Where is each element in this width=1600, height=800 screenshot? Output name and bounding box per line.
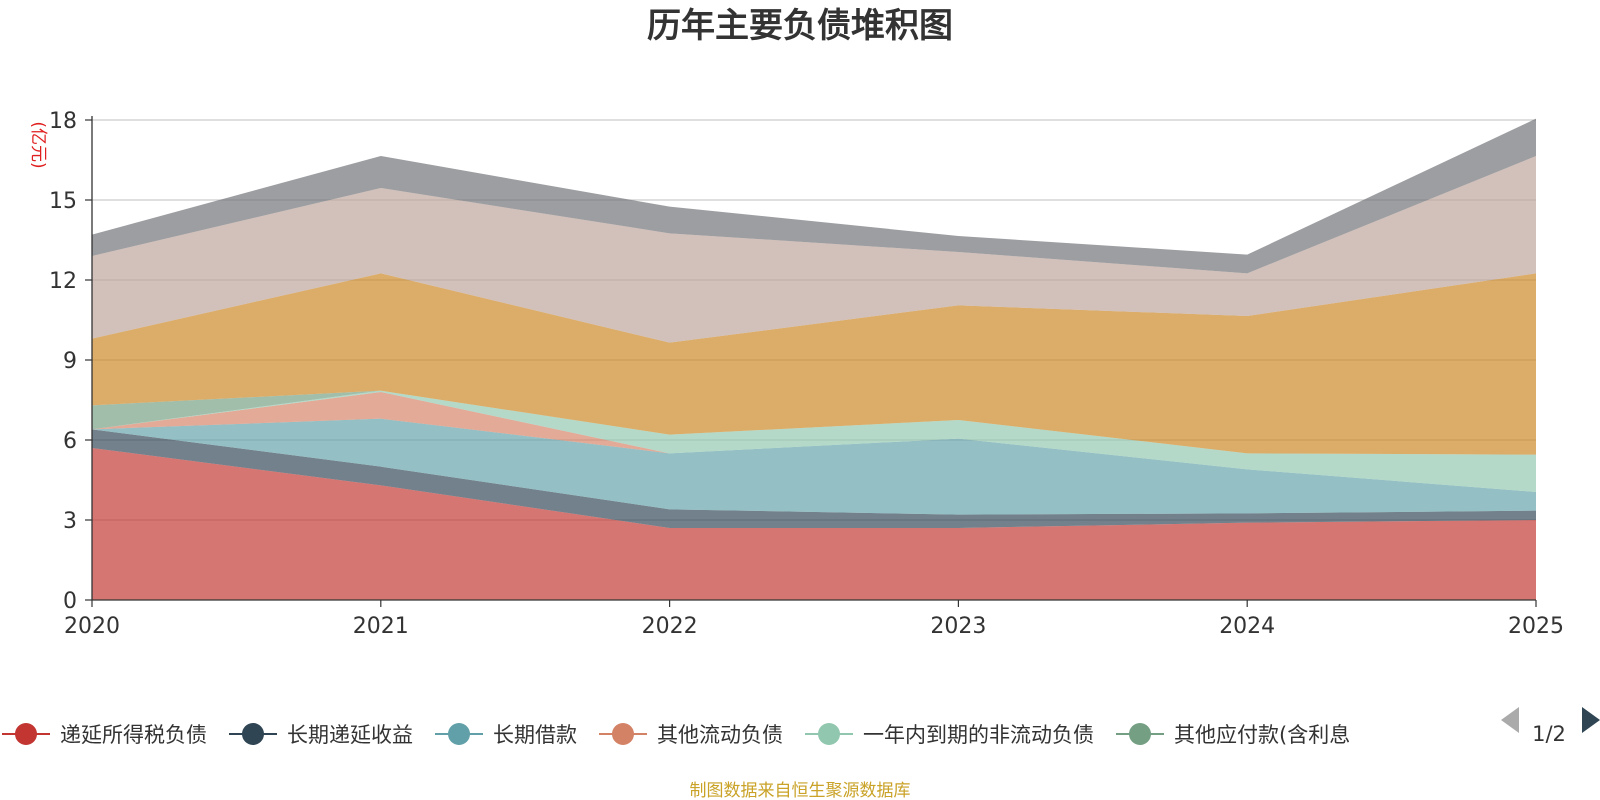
legend-pager[interactable]: 1/2 — [1501, 707, 1600, 746]
legend-item[interactable]: 一年内到期的非流动负债 — [805, 723, 1094, 747]
x-tick-label: 2023 — [930, 614, 986, 639]
x-tick-label: 2022 — [642, 614, 698, 639]
area-series — [92, 448, 1536, 600]
x-tick-label: 2021 — [353, 614, 409, 639]
legend-marker-icon — [1129, 723, 1151, 745]
legend-page-indicator: 1/2 — [1532, 722, 1566, 746]
y-tick-label: 6 — [63, 429, 77, 454]
legend-label: 其他应付款(含利息 — [1174, 723, 1350, 747]
y-tick-label: 3 — [63, 509, 77, 534]
y-tick-label: 15 — [49, 189, 77, 214]
legend-next-page-icon[interactable] — [1582, 707, 1600, 733]
legend-marker-icon — [612, 723, 634, 745]
x-tick-label: 2020 — [64, 614, 120, 639]
legend-label: 长期借款 — [493, 723, 577, 747]
legend-prev-page-icon[interactable] — [1501, 707, 1519, 733]
area-series — [92, 273, 1536, 455]
legend-marker-icon — [242, 723, 264, 745]
legend-label: 递延所得税负债 — [60, 723, 207, 747]
legend-item[interactable]: 长期递延收益 — [229, 723, 413, 747]
source-note: 制图数据来自恒生聚源数据库 — [690, 781, 911, 800]
y-axis-unit-label: (亿元) — [28, 121, 48, 168]
area-series — [92, 418, 1536, 515]
legend-label: 其他流动负债 — [657, 723, 783, 747]
area-series — [92, 392, 1536, 492]
legend-item[interactable]: 其他流动负债 — [599, 723, 783, 747]
y-tick-label: 18 — [49, 109, 77, 134]
y-tick-label: 9 — [63, 349, 77, 374]
area-series — [92, 429, 1536, 528]
area-series — [92, 156, 1536, 343]
area-series — [92, 118, 1536, 274]
y-tick-label: 12 — [49, 269, 77, 294]
legend-item[interactable]: 其他应付款(含利息 — [1116, 723, 1350, 747]
legend-label: 长期递延收益 — [287, 723, 413, 747]
legend-marker-icon — [15, 723, 37, 745]
legend[interactable]: 递延所得税负债 长期递延收益 长期借款 其他流动负债 一年内到期的非流动负债 其他应付款(… — [2, 723, 1350, 747]
legend-item[interactable]: 长期借款 — [435, 723, 577, 747]
legend-marker-icon — [448, 723, 470, 745]
area-series — [92, 390, 1536, 492]
legend-item[interactable]: 递延所得税负债 — [2, 723, 207, 747]
x-tick-label: 2024 — [1219, 614, 1275, 639]
area-series-group — [92, 118, 1536, 600]
legend-marker-icon — [818, 723, 840, 745]
axes: 0 3 6 9 12 15 18 2020 2021 2022 2023 2024 2025 — [49, 109, 1564, 639]
y-tick-label: 0 — [63, 589, 77, 614]
x-tick-label: 2025 — [1508, 614, 1564, 639]
legend-label: 一年内到期的非流动负债 — [863, 723, 1094, 747]
chart-title: 历年主要负债堆积图 — [647, 6, 953, 46]
